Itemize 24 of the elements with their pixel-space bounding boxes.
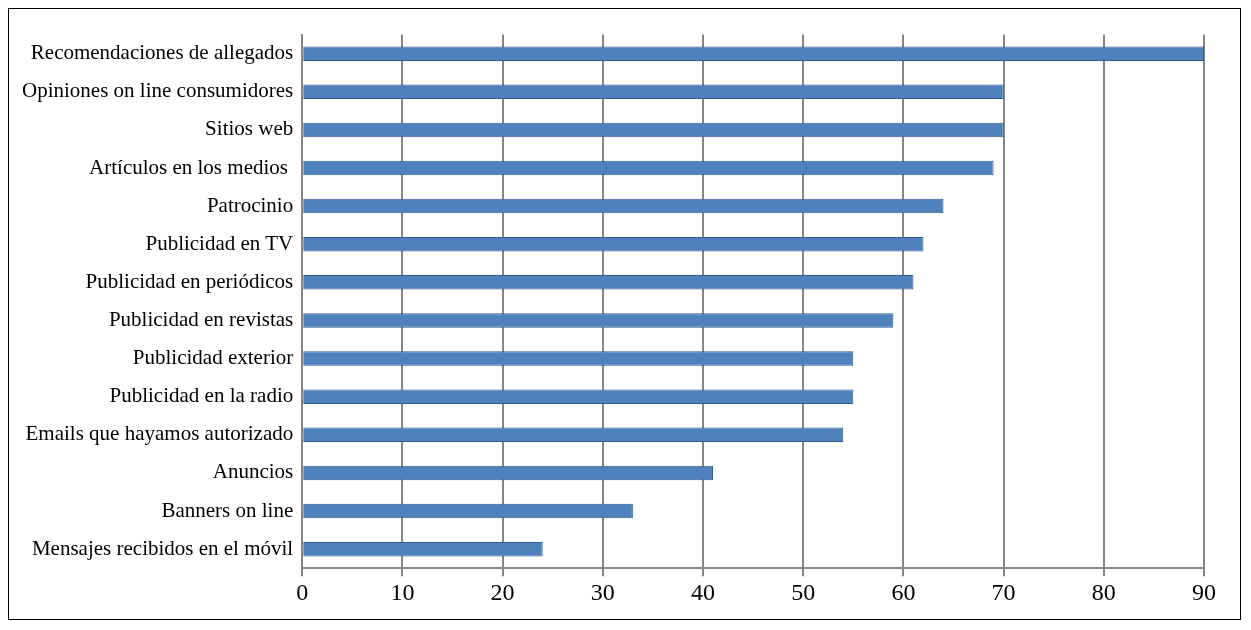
x-tick-label: 40	[691, 578, 716, 605]
y-tick-label: Anuncios	[212, 459, 294, 484]
y-tick-label: Publicidad exterior	[132, 345, 294, 370]
y-tick-label: Opiniones on line consumidores	[22, 78, 294, 103]
y-tick-label: Patrocinio	[206, 192, 294, 217]
y-tick-label: Publicidad en periódicos	[85, 268, 294, 293]
x-tick-label: 50	[791, 578, 816, 605]
y-tick-label: Publicidad en revistas	[108, 306, 294, 331]
x-tick-label: 20	[490, 578, 515, 605]
y-tick-label: Mensajes recibidos en el móvil	[31, 535, 294, 560]
y-tick-label: Publicidad en la radio	[109, 383, 294, 408]
x-tick-label: 0	[296, 578, 309, 605]
x-tick-label: 80	[1091, 578, 1116, 605]
x-tick-label: 10	[390, 578, 415, 605]
y-tick-label: Sitios web	[205, 116, 294, 141]
x-tick-label: 30	[590, 578, 615, 605]
x-tick-label: 60	[891, 578, 916, 605]
x-tick-label: 70	[991, 578, 1016, 605]
y-tick-label: Emails que hayamos autorizado	[25, 421, 294, 446]
y-tick-label: Artículos en los medios	[89, 154, 294, 179]
y-tick-label: Banners on line	[161, 497, 294, 522]
y-tick-label: Recomendaciones de allegados	[30, 40, 294, 65]
x-tick-label: 90	[1192, 578, 1216, 605]
y-tick-label: Publicidad en TV	[145, 230, 294, 255]
